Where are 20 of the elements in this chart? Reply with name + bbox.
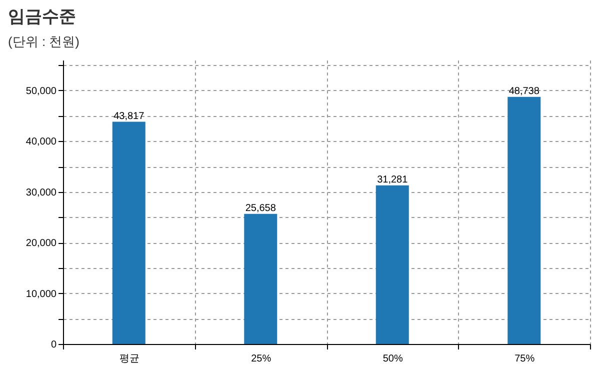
data-label: 31,281 — [377, 174, 408, 186]
y-tick-label: 50,000 — [26, 86, 57, 97]
bar — [244, 214, 278, 344]
y-tick-label: 10,000 — [26, 288, 57, 300]
y-tick-label: 0 — [50, 340, 57, 350]
bar — [508, 96, 541, 344]
chart-title: 임금수준 — [8, 7, 76, 26]
data-label: 25,658 — [245, 202, 276, 214]
data-label: 48,738 — [508, 86, 540, 97]
chart-subtitle: (단위 : 천원) — [8, 34, 80, 49]
y-tick-label: 20,000 — [26, 238, 57, 250]
y-tick-label: 40,000 — [26, 136, 57, 148]
x-tick-label: 50% — [382, 354, 403, 364]
bar — [112, 122, 146, 344]
x-tick-label: 75% — [514, 354, 535, 364]
data-label: 43,817 — [114, 110, 145, 122]
y-tick-label: 30,000 — [26, 187, 57, 198]
x-tick-label: 평균 — [119, 354, 140, 364]
x-tick-label: 25% — [251, 354, 272, 364]
bar — [376, 185, 409, 344]
